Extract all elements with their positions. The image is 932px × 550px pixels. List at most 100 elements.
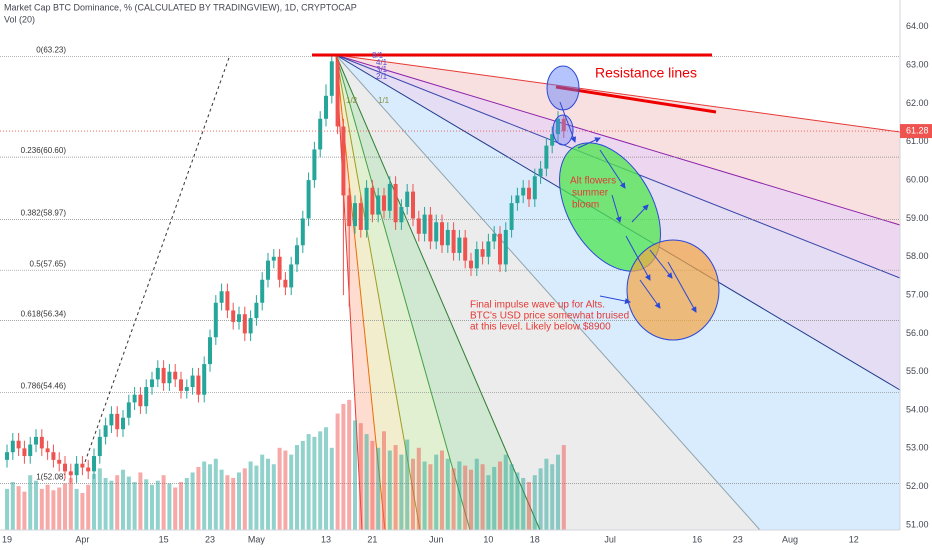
- candle-body: [150, 379, 155, 388]
- candle-body: [486, 241, 491, 257]
- volume-bar: [242, 468, 247, 530]
- volume-bar: [544, 458, 549, 530]
- fan-label: 2/1: [376, 72, 388, 81]
- candle-body: [22, 448, 27, 457]
- volume-bar: [92, 473, 97, 530]
- volume-bar: [184, 477, 189, 530]
- candle-body: [463, 237, 468, 261]
- annotation: bloom: [572, 200, 599, 211]
- candle-body: [283, 279, 288, 288]
- volume-bar: [167, 483, 172, 530]
- candle-body: [92, 456, 97, 472]
- x-tick-label: 23: [205, 534, 215, 544]
- candle-body: [144, 387, 149, 407]
- volume-bar: [416, 447, 421, 530]
- volume-bar: [358, 423, 363, 530]
- fan-label: 8/1: [372, 51, 384, 60]
- y-tick-label: 53.00: [906, 443, 929, 453]
- candle-body: [57, 459, 62, 464]
- candle-body: [271, 256, 276, 261]
- annotation: Alt flowers: [570, 176, 616, 187]
- candle-body: [63, 463, 68, 472]
- volume-bar: [219, 469, 224, 530]
- candle-body: [86, 467, 91, 472]
- volume-bar: [393, 445, 398, 530]
- price-axis: [900, 0, 932, 550]
- candle-body: [121, 417, 126, 430]
- candle-body: [237, 314, 242, 322]
- volume-bar: [231, 477, 236, 530]
- candle-body: [538, 168, 543, 177]
- candle-body: [509, 203, 514, 230]
- candle-body: [550, 134, 555, 146]
- volume-bar: [509, 464, 514, 530]
- candle-body: [266, 260, 271, 280]
- candle-body: [428, 214, 433, 242]
- volume-bar: [248, 461, 253, 530]
- candle-body: [416, 218, 421, 234]
- candle-body: [45, 448, 50, 453]
- volume-bar: [161, 475, 166, 530]
- candle-body: [353, 203, 358, 227]
- x-tick-label: 18: [530, 534, 540, 544]
- candle-body: [526, 187, 531, 200]
- volume-bar: [318, 431, 323, 530]
- volume-bar: [468, 469, 473, 530]
- volume-bar: [399, 454, 404, 530]
- indicator-label: Vol (20): [4, 14, 35, 24]
- candle-body: [295, 245, 300, 265]
- candle-body: [254, 302, 259, 319]
- candle-body: [103, 425, 108, 437]
- y-tick-label: 57.00: [906, 289, 929, 299]
- volume-bar: [381, 431, 386, 530]
- volume-bar: [463, 465, 468, 530]
- candle-body: [306, 180, 311, 219]
- x-tick-label: 10: [483, 534, 493, 544]
- volume-bar: [28, 475, 33, 530]
- volume: [5, 399, 566, 530]
- volume-bar: [457, 461, 462, 530]
- candle-body: [393, 183, 398, 223]
- volume-bar: [80, 493, 85, 530]
- candle-body: [544, 145, 549, 169]
- candle-body: [561, 118, 566, 132]
- fib-label: 0.786(54.46): [21, 382, 67, 391]
- candle-body: [10, 440, 15, 453]
- fib-label: 0.618(56.34): [21, 309, 67, 318]
- fan-label: 4/1: [376, 58, 388, 67]
- candle-body: [248, 318, 253, 334]
- annotation: at this level. Likely below $8900: [470, 322, 611, 333]
- candle-body: [300, 218, 305, 246]
- candle-body: [521, 187, 526, 196]
- candle-body: [497, 233, 502, 265]
- y-tick-label: 54.00: [906, 404, 929, 414]
- candle-body: [126, 402, 131, 418]
- volume-bar: [150, 484, 155, 530]
- candle-body: [376, 195, 381, 215]
- annotation: Resistance lines: [595, 65, 697, 81]
- y-tick-label: 55.00: [906, 366, 929, 376]
- candles: [0, 56, 900, 483]
- fib-label: 0.5(57.65): [30, 259, 67, 268]
- candle-body: [260, 279, 265, 303]
- volume-bar: [526, 482, 531, 530]
- volume-bar: [521, 477, 526, 530]
- candle-body: [410, 191, 415, 219]
- volume-bar: [306, 434, 311, 530]
- volume-bar: [515, 472, 520, 530]
- volume-bar: [451, 468, 456, 530]
- candle-body: [492, 233, 497, 242]
- y-tick-label: 59.00: [906, 213, 929, 223]
- candle-body: [97, 436, 102, 457]
- fan-label: 1/2: [346, 96, 358, 105]
- candle-body: [173, 371, 178, 380]
- volume-bar: [63, 483, 68, 530]
- volume-bar: [497, 461, 502, 530]
- candle-body: [155, 367, 160, 380]
- volume-bar: [260, 454, 265, 530]
- volume-bar: [364, 434, 369, 530]
- volume-bar: [213, 458, 218, 530]
- x-tick-label: Apr: [75, 534, 89, 544]
- volume-bar: [144, 479, 149, 530]
